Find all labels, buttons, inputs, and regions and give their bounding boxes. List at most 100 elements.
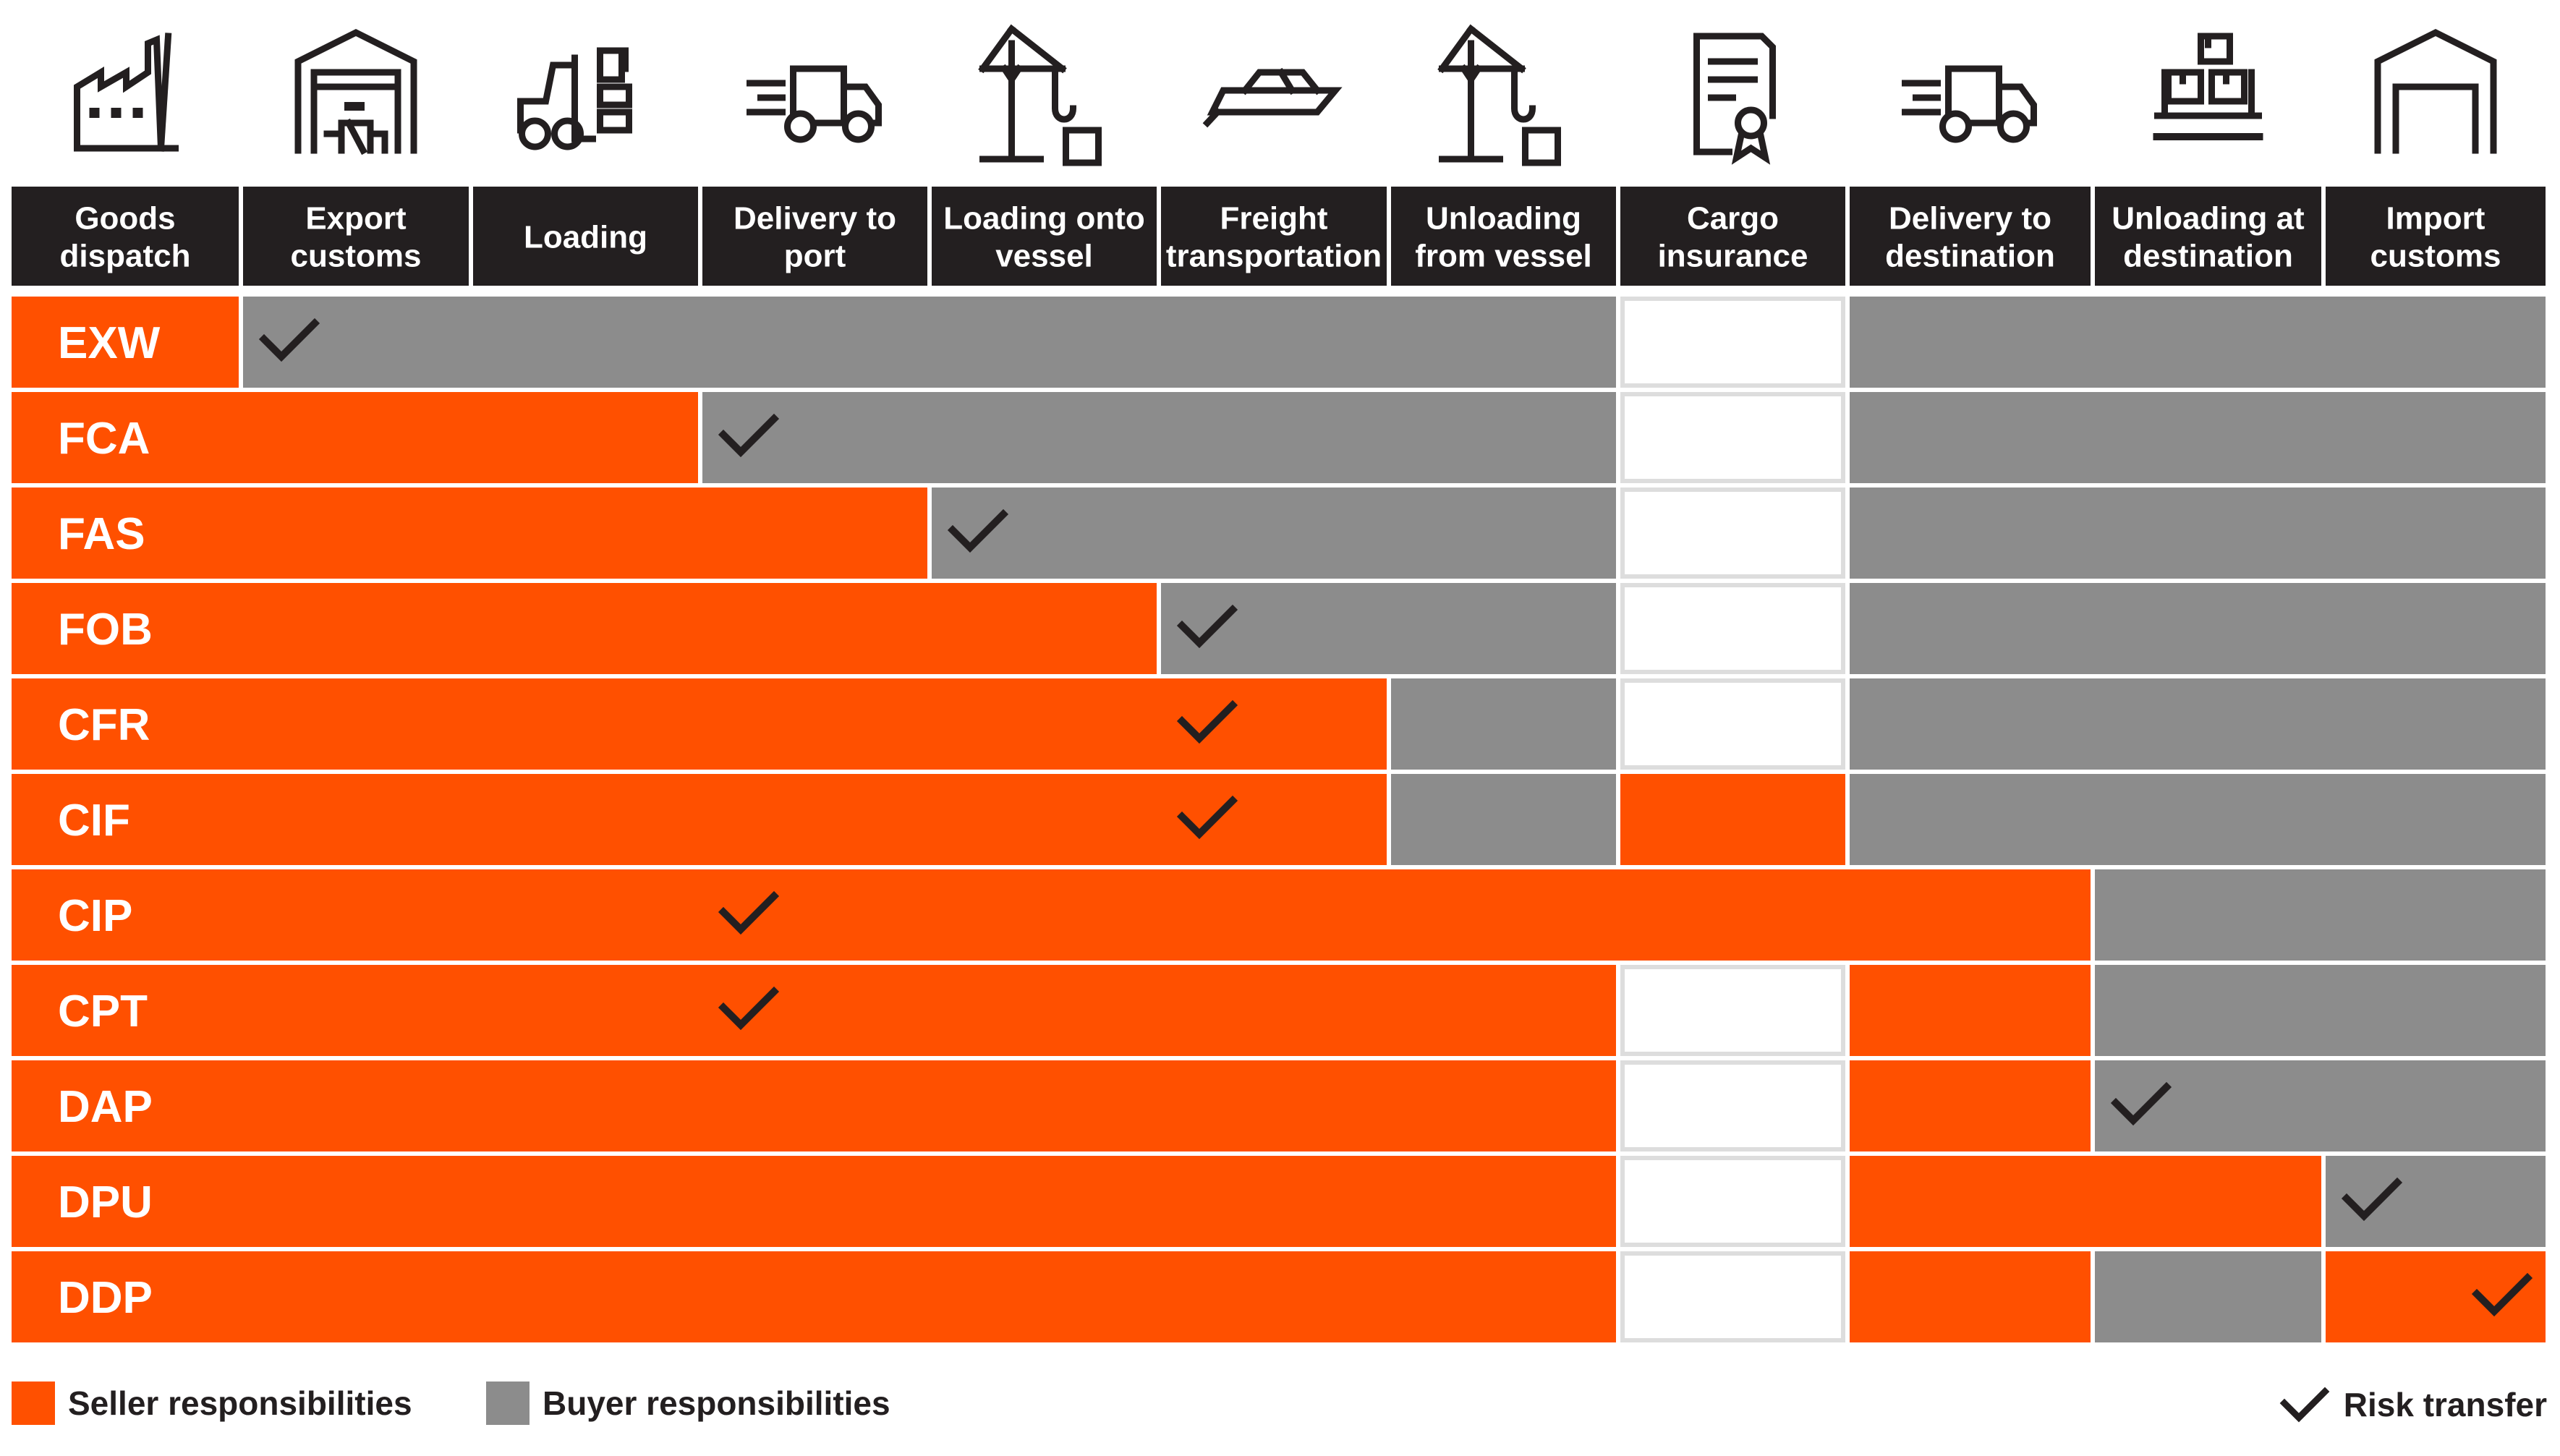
incoterm-row-cpt: CPT bbox=[12, 965, 2546, 1056]
legend-risk-label: Risk transfer bbox=[2344, 1386, 2547, 1423]
cell-buyer bbox=[243, 297, 1616, 388]
column-header-label: Import bbox=[2386, 201, 2485, 237]
risk-transfer-check-icon bbox=[718, 890, 780, 935]
risk-transfer-check-icon bbox=[947, 508, 1009, 553]
cell-seller bbox=[1850, 1156, 2321, 1247]
cell-buyer bbox=[2326, 1156, 2546, 1247]
risk-transfer-check-icon bbox=[718, 413, 780, 458]
header-cell bbox=[243, 187, 469, 286]
cell-not-required bbox=[1620, 1156, 1845, 1247]
column-header-label: Goods bbox=[75, 201, 175, 237]
risk-transfer-check-icon bbox=[1176, 699, 1238, 744]
forklift-icon bbox=[517, 47, 632, 150]
risk-transfer-check-icon bbox=[1176, 604, 1238, 649]
header-cell bbox=[473, 187, 698, 286]
cell-seller bbox=[1620, 774, 1845, 865]
risk-transfer-check-icon bbox=[2341, 1177, 2403, 1222]
column-header-label: Loading onto bbox=[943, 201, 1145, 237]
cell-seller bbox=[12, 488, 927, 579]
cell-not-required bbox=[1620, 297, 1845, 388]
incoterm-label: EXW bbox=[58, 318, 161, 368]
cell-not-required bbox=[1620, 488, 1845, 579]
cell-seller bbox=[12, 965, 1616, 1056]
incoterm-row-fas: FAS bbox=[12, 488, 2546, 579]
warehouse-icon bbox=[2374, 28, 2497, 154]
crane-icon bbox=[978, 24, 1102, 166]
ship-icon bbox=[1202, 67, 1343, 128]
column-header-label: Unloading bbox=[1426, 201, 1581, 237]
column-icons bbox=[74, 24, 2497, 166]
delivery-truck-icon bbox=[1902, 65, 2037, 143]
incoterm-label: CPT bbox=[58, 987, 148, 1036]
factory-icon bbox=[74, 33, 179, 152]
header-cell bbox=[1850, 187, 2091, 286]
cell-buyer bbox=[2095, 965, 2546, 1056]
incoterm-label: CIP bbox=[58, 891, 132, 941]
column-header-label: Export bbox=[305, 201, 407, 237]
incoterm-label: DDP bbox=[58, 1273, 153, 1323]
incoterm-label: FOB bbox=[58, 605, 153, 655]
cell-not-required bbox=[1620, 1251, 1845, 1342]
incoterm-label: FCA bbox=[58, 414, 150, 464]
incoterm-row-exw: EXW bbox=[12, 297, 2546, 388]
legend-check-icon bbox=[2279, 1387, 2330, 1423]
cell-seller bbox=[12, 869, 2091, 961]
cell-buyer bbox=[2095, 1060, 2546, 1151]
risk-transfer-check-icon bbox=[258, 318, 320, 362]
header-cell bbox=[1620, 187, 1845, 286]
customs-warehouse-icon bbox=[294, 28, 417, 156]
cell-not-required bbox=[1620, 965, 1845, 1056]
risk-transfer-check-icon bbox=[1176, 795, 1238, 840]
column-header-label: destination bbox=[1885, 239, 2055, 274]
insurance-certificate-icon bbox=[1693, 33, 1776, 165]
header-cell bbox=[932, 187, 1157, 286]
incoterm-row-dpu: DPU bbox=[12, 1156, 2546, 1247]
cell-seller bbox=[12, 1251, 1616, 1342]
stacked-boxes-icon bbox=[2153, 33, 2263, 140]
column-header-label: customs bbox=[291, 239, 422, 274]
legend-buyer-swatch bbox=[486, 1382, 530, 1425]
legend-buyer-label: Buyer responsibilities bbox=[543, 1384, 890, 1422]
cell-seller bbox=[12, 392, 698, 483]
column-header-label: from vessel bbox=[1415, 239, 1592, 274]
cell-seller bbox=[12, 583, 1157, 674]
incoterm-row-fob: FOB bbox=[12, 583, 2546, 674]
incoterm-row-dap: DAP bbox=[12, 1060, 2546, 1151]
risk-transfer-check-icon bbox=[2110, 1081, 2172, 1126]
column-header-label: port bbox=[784, 239, 846, 274]
cell-not-required bbox=[1620, 1060, 1845, 1151]
column-header-label: vessel bbox=[995, 239, 1093, 274]
cell-seller bbox=[1850, 965, 2091, 1056]
column-header-label: Unloading at bbox=[2112, 201, 2305, 237]
cell-buyer bbox=[1161, 583, 1616, 674]
cell-buyer bbox=[932, 488, 1616, 579]
incoterm-row-cif: CIF bbox=[12, 774, 2546, 865]
column-header-label: dispatch bbox=[60, 239, 191, 274]
column-header-label: Cargo bbox=[1687, 201, 1779, 237]
cell-buyer bbox=[1850, 678, 2546, 770]
cell-buyer bbox=[1850, 583, 2546, 674]
incoterm-label: FAS bbox=[58, 509, 145, 559]
column-header-label: Loading bbox=[524, 220, 647, 255]
cell-seller bbox=[1850, 1251, 2091, 1342]
cell-seller bbox=[12, 678, 1387, 770]
cell-buyer bbox=[1850, 297, 2546, 388]
incoterm-row-fca: FCA bbox=[12, 392, 2546, 483]
crane-icon bbox=[1437, 24, 1561, 166]
cell-not-required bbox=[1620, 583, 1845, 674]
cell-buyer bbox=[1391, 774, 1616, 865]
cell-buyer bbox=[2095, 1251, 2321, 1342]
cell-seller bbox=[12, 1156, 1616, 1247]
column-header-label: customs bbox=[2370, 239, 2501, 274]
incoterm-label: CIF bbox=[58, 796, 130, 846]
cell-buyer bbox=[2095, 869, 2546, 961]
cell-buyer bbox=[1391, 678, 1616, 770]
legend-seller-label: Seller responsibilities bbox=[68, 1384, 412, 1422]
incoterm-row-ddp: DDP bbox=[12, 1251, 2546, 1342]
cell-seller bbox=[12, 774, 1387, 865]
column-header-label: Freight bbox=[1220, 201, 1327, 237]
header-cell bbox=[2326, 187, 2546, 286]
column-header-label: Delivery to bbox=[1889, 201, 2051, 237]
cell-seller bbox=[12, 297, 239, 388]
